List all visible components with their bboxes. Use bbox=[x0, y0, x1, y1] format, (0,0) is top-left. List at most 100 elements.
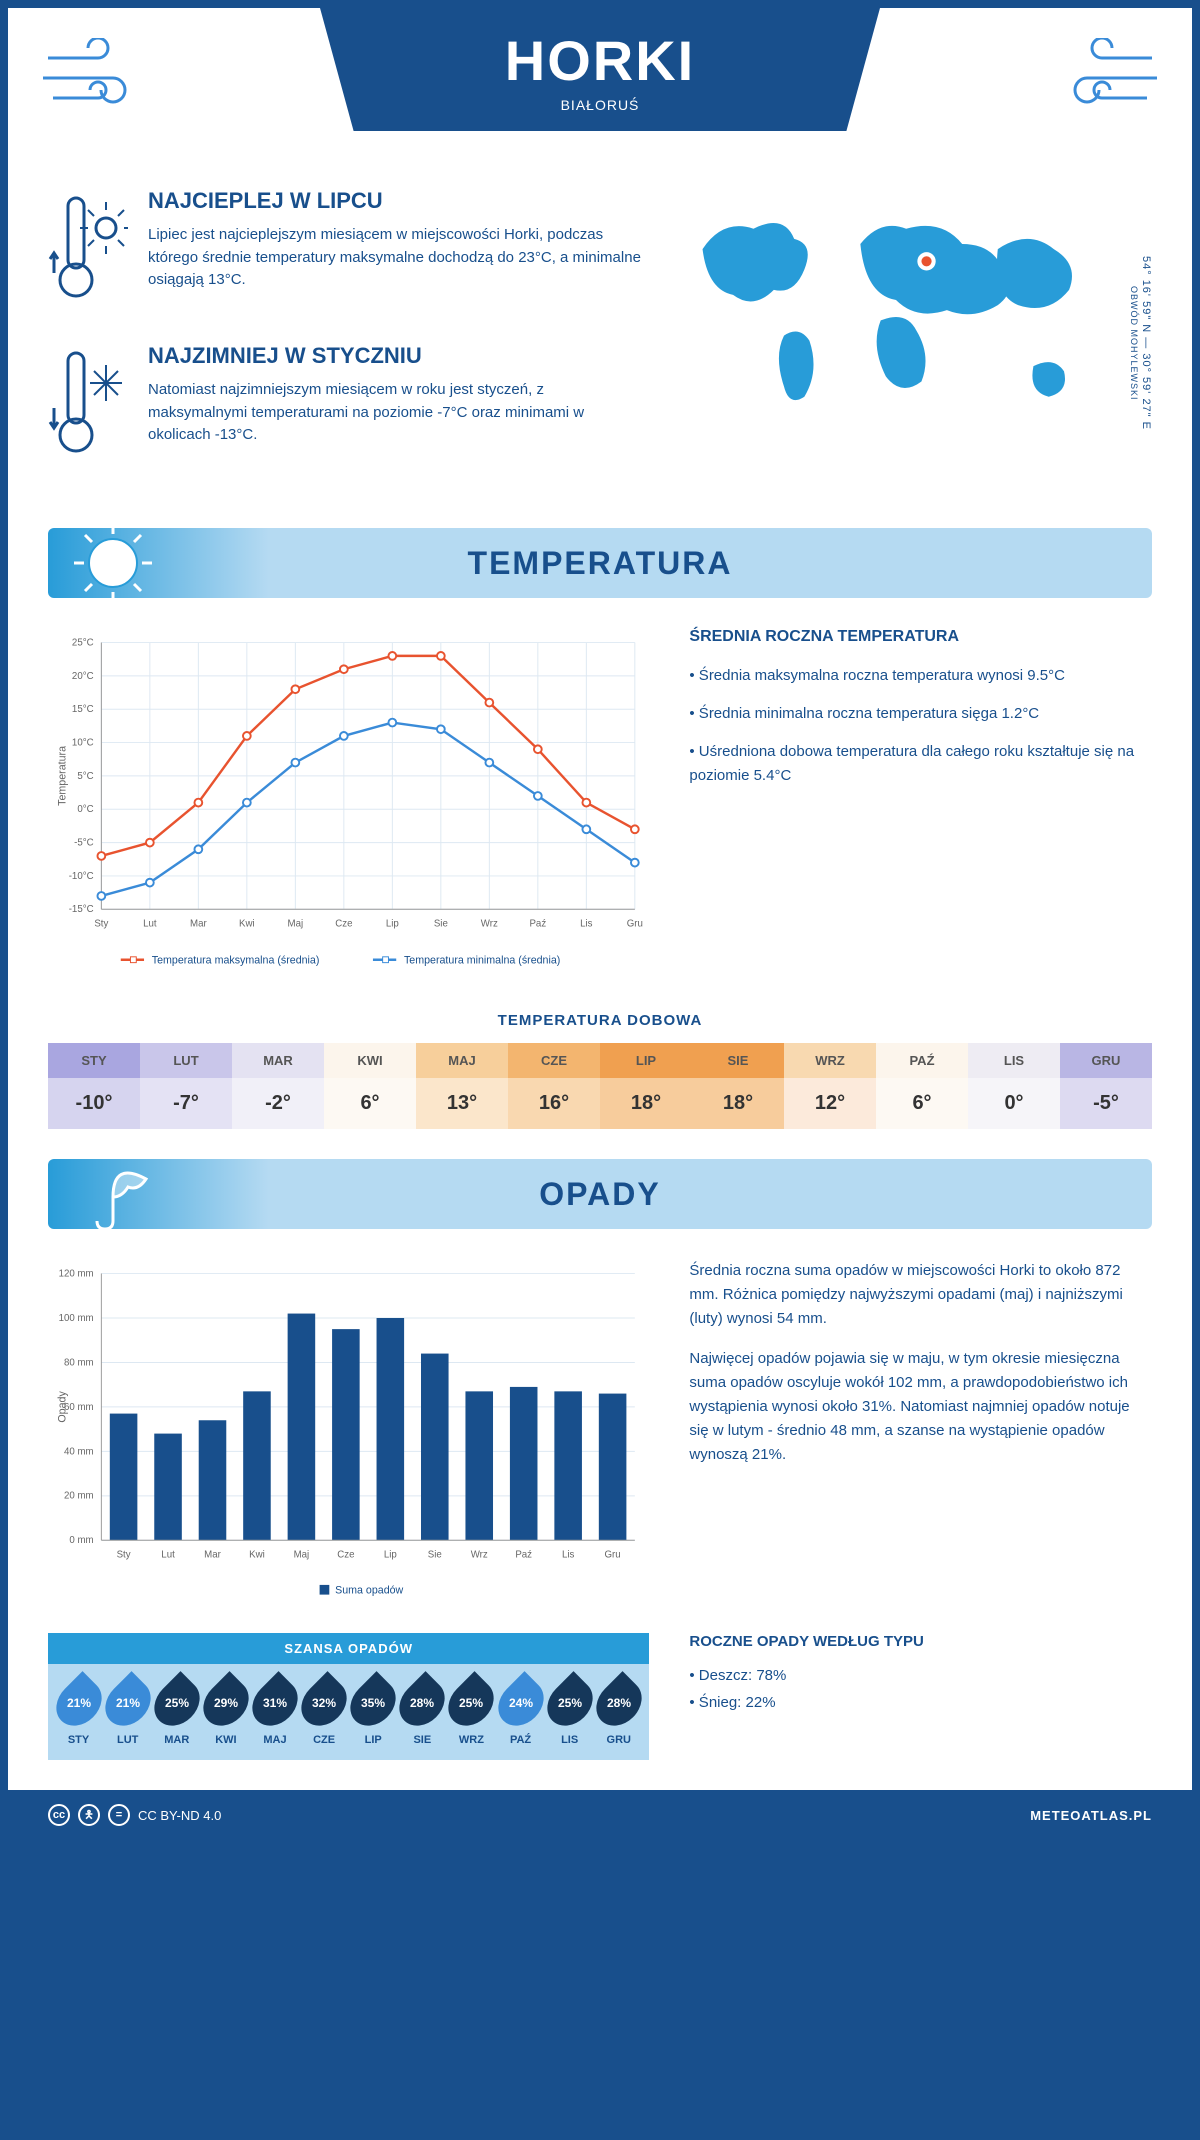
svg-text:Maj: Maj bbox=[288, 919, 304, 930]
chance-drop-cell: 25%MAR bbox=[152, 1678, 201, 1746]
thermometer-hot-icon bbox=[48, 188, 128, 313]
temperature-line-chart: -15°C-10°C-5°C0°C5°C10°C15°C20°C25°CStyL… bbox=[48, 628, 649, 982]
daily-temp-cell: WRZ12° bbox=[784, 1043, 876, 1129]
chance-drop-cell: 21%LUT bbox=[103, 1678, 152, 1746]
daily-temp-cell: MAR-2° bbox=[232, 1043, 324, 1129]
svg-text:25°C: 25°C bbox=[72, 637, 94, 648]
svg-text:0°C: 0°C bbox=[77, 804, 93, 815]
svg-text:Temperatura maksymalna (średni: Temperatura maksymalna (średnia) bbox=[152, 955, 320, 967]
svg-text:Cze: Cze bbox=[337, 1550, 354, 1561]
svg-text:Lip: Lip bbox=[384, 1550, 397, 1561]
svg-text:Kwi: Kwi bbox=[249, 1550, 265, 1561]
thermometer-cold-icon bbox=[48, 343, 128, 468]
precipitation-summary: Średnia roczna suma opadów w miejscowośc… bbox=[689, 1259, 1152, 1613]
coord-lat: 54° 16' 59" N bbox=[1140, 256, 1152, 333]
chance-drop-cell: 25%LIS bbox=[545, 1678, 594, 1746]
chance-table: SZANSA OPADÓW 21%STY21%LUT25%MAR29%KWI31… bbox=[48, 1633, 649, 1760]
svg-text:Gru: Gru bbox=[605, 1550, 621, 1561]
wind-icon bbox=[38, 38, 138, 118]
footer-license: cc 🯅 = CC BY-ND 4.0 bbox=[48, 1804, 221, 1826]
temp-summary-title: ŚREDNIA ROCZNA TEMPERATURA bbox=[689, 628, 1152, 646]
daily-temp-cell: LUT-7° bbox=[140, 1043, 232, 1129]
daily-temp-cell: CZE16° bbox=[508, 1043, 600, 1129]
svg-text:Mar: Mar bbox=[190, 919, 207, 930]
temperature-title: TEMPERATURA bbox=[468, 545, 733, 582]
svg-text:Lis: Lis bbox=[580, 919, 593, 930]
page: HORKI BIAŁORUŚ NAJCIEPLEJ W LIPCU Lipiec… bbox=[8, 8, 1192, 1840]
chance-drop-cell: 35%LIP bbox=[349, 1678, 398, 1746]
daily-temp-table: STY-10°LUT-7°MAR-2°KWI6°MAJ13°CZE16°LIP1… bbox=[48, 1043, 1152, 1129]
chance-drop-cell: 29%KWI bbox=[201, 1678, 250, 1746]
svg-text:Sie: Sie bbox=[428, 1550, 442, 1561]
precipitation-chance-section: SZANSA OPADÓW 21%STY21%LUT25%MAR29%KWI31… bbox=[8, 1633, 1192, 1790]
svg-text:Lis: Lis bbox=[562, 1550, 575, 1561]
svg-text:Mar: Mar bbox=[204, 1550, 221, 1561]
temp-summary-item: • Uśredniona dobowa temperatura dla całe… bbox=[689, 740, 1152, 788]
temperature-body: -15°C-10°C-5°C0°C5°C10°C15°C20°C25°CStyL… bbox=[8, 598, 1192, 1012]
svg-text:80 mm: 80 mm bbox=[64, 1358, 94, 1369]
daily-temperature-section: TEMPERATURA DOBOWA STY-10°LUT-7°MAR-2°KW… bbox=[8, 1012, 1192, 1159]
svg-text:20°C: 20°C bbox=[72, 671, 94, 682]
svg-text:Sty: Sty bbox=[117, 1550, 131, 1561]
city-title: HORKI bbox=[320, 28, 880, 93]
svg-text:100 mm: 100 mm bbox=[59, 1313, 94, 1324]
svg-text:Wrz: Wrz bbox=[481, 919, 498, 930]
coldest-text: Natomiast najzimniejszym miesiącem w rok… bbox=[148, 379, 642, 447]
svg-text:Maj: Maj bbox=[294, 1550, 310, 1561]
nd-icon: = bbox=[108, 1804, 130, 1826]
intro-text-column: NAJCIEPLEJ W LIPCU Lipiec jest najcieple… bbox=[48, 188, 642, 498]
chance-drop-cell: 31%MAJ bbox=[250, 1678, 299, 1746]
temp-summary-item: • Średnia maksymalna roczna temperatura … bbox=[689, 664, 1152, 688]
precip-type-item: • Śnieg: 22% bbox=[689, 1689, 1152, 1716]
precip-type-item: • Deszcz: 78% bbox=[689, 1662, 1152, 1689]
svg-text:Temperatura: Temperatura bbox=[56, 746, 68, 806]
chance-drop-cell: 25%WRZ bbox=[447, 1678, 496, 1746]
coldest-block: NAJZIMNIEJ W STYCZNIU Natomiast najzimni… bbox=[48, 343, 642, 468]
country-subtitle: BIAŁORUŚ bbox=[320, 97, 880, 113]
precip-text-1: Średnia roczna suma opadów w miejscowośc… bbox=[689, 1259, 1152, 1331]
coord-lon: 30° 59' 27" E bbox=[1140, 353, 1152, 430]
daily-temp-cell: MAJ13° bbox=[416, 1043, 508, 1129]
svg-text:Cze: Cze bbox=[335, 919, 352, 930]
chance-title: SZANSA OPADÓW bbox=[48, 1633, 649, 1664]
daily-temp-cell: LIP18° bbox=[600, 1043, 692, 1129]
footer-site: METEOATLAS.PL bbox=[1030, 1808, 1152, 1823]
svg-text:Gru: Gru bbox=[627, 919, 643, 930]
header-banner: HORKI BIAŁORUŚ bbox=[320, 8, 880, 131]
coldest-title: NAJZIMNIEJ W STYCZNIU bbox=[148, 343, 642, 369]
temp-summary-item: • Średnia minimalna roczna temperatura s… bbox=[689, 702, 1152, 726]
svg-text:120 mm: 120 mm bbox=[59, 1269, 94, 1280]
svg-text:Kwi: Kwi bbox=[239, 919, 255, 930]
daily-temp-cell: GRU-5° bbox=[1060, 1043, 1152, 1129]
svg-text:Suma opadów: Suma opadów bbox=[335, 1585, 403, 1597]
svg-text:15°C: 15°C bbox=[72, 704, 94, 715]
daily-temp-cell: SIE18° bbox=[692, 1043, 784, 1129]
chance-drop-cell: 24%PAŹ bbox=[496, 1678, 545, 1746]
svg-text:Paź: Paź bbox=[515, 1550, 532, 1561]
world-map bbox=[672, 188, 1120, 498]
coordinates: 54° 16' 59" N — 30° 59' 27" E OBWÓD MOHY… bbox=[1120, 188, 1152, 498]
svg-text:Opady: Opady bbox=[56, 1391, 68, 1423]
precip-by-type-title: ROCZNE OPADY WEDŁUG TYPU bbox=[689, 1633, 1152, 1650]
svg-text:20 mm: 20 mm bbox=[64, 1491, 94, 1502]
intro-section: NAJCIEPLEJ W LIPCU Lipiec jest najcieple… bbox=[8, 168, 1192, 528]
precipitation-section-header: OPADY bbox=[48, 1159, 1152, 1229]
chance-drop-cell: 28%GRU bbox=[594, 1678, 643, 1746]
header: HORKI BIAŁORUŚ bbox=[8, 8, 1192, 168]
daily-temp-title: TEMPERATURA DOBOWA bbox=[48, 1012, 1152, 1029]
svg-text:-10°C: -10°C bbox=[69, 871, 94, 882]
hottest-text: Lipiec jest najcieplejszym miesiącem w m… bbox=[148, 224, 642, 292]
svg-text:Temperatura minimalna (średnia: Temperatura minimalna (średnia) bbox=[404, 955, 560, 967]
svg-text:5°C: 5°C bbox=[77, 771, 93, 782]
svg-text:Wrz: Wrz bbox=[471, 1550, 488, 1561]
svg-text:0 mm: 0 mm bbox=[69, 1535, 93, 1546]
precip-by-type: ROCZNE OPADY WEDŁUG TYPU • Deszcz: 78%• … bbox=[689, 1633, 1152, 1760]
map-column: 54° 16' 59" N — 30° 59' 27" E OBWÓD MOHY… bbox=[672, 188, 1152, 498]
daily-temp-cell: STY-10° bbox=[48, 1043, 140, 1129]
license-text: CC BY-ND 4.0 bbox=[138, 1808, 221, 1823]
chance-drops-row: 21%STY21%LUT25%MAR29%KWI31%MAJ32%CZE35%L… bbox=[48, 1664, 649, 1760]
daily-temp-cell: PAŹ6° bbox=[876, 1043, 968, 1129]
svg-text:-5°C: -5°C bbox=[74, 838, 93, 849]
coord-region: OBWÓD MOHYLEWSKI bbox=[1129, 286, 1139, 401]
daily-temp-cell: KWI6° bbox=[324, 1043, 416, 1129]
